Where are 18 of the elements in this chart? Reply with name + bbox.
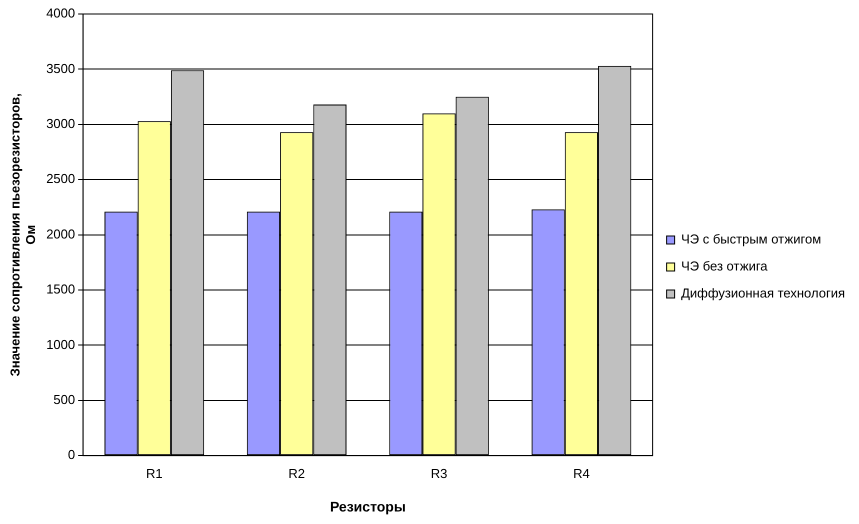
y-tick-label: 2500 — [46, 171, 76, 186]
y-tick-label: 2000 — [46, 226, 76, 242]
y-tick-label: 4000 — [46, 6, 76, 21]
y-tick-label: 3000 — [46, 116, 76, 131]
legend-label: ЧЭ без отжига — [681, 258, 768, 274]
legend-label: ЧЭ с быстрым отжигом — [681, 232, 822, 247]
legend-label: Диффузионная технология — [681, 286, 846, 301]
x-tick-label: R2 — [288, 466, 305, 481]
x-tick-label: R1 — [146, 466, 163, 481]
x-axis-title: Резисторы — [330, 498, 406, 514]
x-tick-label: R4 — [573, 466, 590, 481]
y-tick-label: 1500 — [46, 282, 76, 297]
y-tick-label: 1000 — [46, 336, 76, 352]
y-tick-label: 0 — [68, 447, 76, 462]
y-tick-label: 3500 — [46, 60, 76, 76]
y-axis-title: Значение сопротивления пьезорезисторов, Ом — [7, 93, 38, 376]
y-tick-label: 500 — [53, 392, 76, 407]
x-tick-label: R3 — [430, 466, 448, 481]
